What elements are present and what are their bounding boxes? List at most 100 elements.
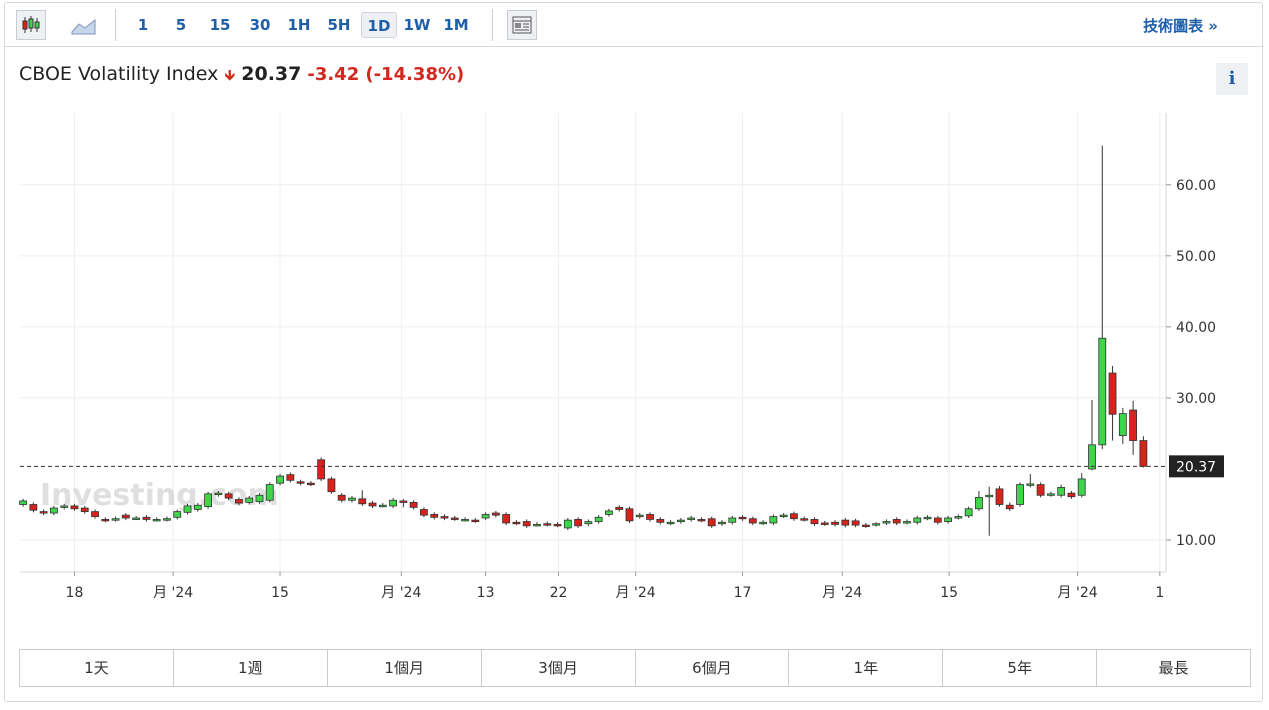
candle-body — [1026, 483, 1035, 486]
candle-body — [1088, 444, 1096, 470]
range-tab[interactable]: 最長 — [1158, 659, 1189, 677]
candle-body — [399, 500, 408, 503]
interval-button[interactable]: 15 — [209, 16, 231, 34]
candle-body — [512, 521, 521, 525]
candle-body — [933, 517, 942, 523]
candle-body — [882, 521, 891, 524]
range-tab[interactable]: 1天 — [20, 650, 174, 686]
range-tab[interactable]: 1個月 — [328, 650, 482, 686]
candle-body — [378, 504, 387, 508]
candle-body — [820, 522, 829, 525]
range-tab[interactable]: 5年 — [943, 650, 1098, 686]
down-arrow: 🡻 — [224, 66, 236, 84]
interval-button[interactable]: 1 — [137, 16, 149, 34]
candle-body — [903, 521, 911, 524]
last-price-box — [1169, 455, 1224, 478]
x-tick-label: 月 '24 — [153, 585, 193, 601]
candle-body — [964, 508, 973, 517]
x-tick-label: 月 '24 — [616, 585, 656, 601]
candle-body — [985, 494, 994, 498]
range-tabs: 1天 1週 1個月 3個月 6個月 1年 5年 最長 — [19, 649, 1251, 687]
x-tick-label: 1 — [1155, 585, 1164, 601]
candle-body — [584, 521, 593, 525]
candle-type-button[interactable] — [16, 10, 46, 40]
candle-body — [892, 519, 901, 524]
y-tick-label: 60.00 — [1176, 178, 1216, 194]
candle-body — [29, 504, 38, 511]
separator — [492, 9, 493, 41]
candle-body — [430, 514, 439, 518]
layout-button[interactable] — [507, 10, 537, 40]
candle-body — [975, 496, 983, 510]
candle-body — [60, 505, 69, 508]
x-tick-label: 18 — [66, 585, 84, 601]
range-tab[interactable]: 3個月 — [482, 650, 636, 686]
range-tab[interactable]: 6個月 — [636, 650, 790, 686]
candle-body — [39, 511, 48, 514]
candle-body — [173, 511, 182, 518]
candle-body — [420, 509, 428, 516]
range-tab[interactable]: 1週 — [174, 650, 328, 686]
candle-body — [748, 518, 757, 524]
interval-button[interactable]: 5 — [175, 16, 187, 34]
y-tick-label: 50.00 — [1176, 249, 1216, 265]
interval-button[interactable]: 1D — [361, 12, 397, 38]
candle-body — [111, 518, 120, 521]
interval-button[interactable]: 5H — [327, 16, 351, 34]
candle-body — [779, 514, 788, 518]
info-button[interactable]: i — [1216, 63, 1248, 95]
candle-body — [358, 498, 367, 505]
candle-body — [625, 508, 634, 522]
technical-chart-link[interactable]: 技術圖表 » — [1143, 17, 1218, 35]
candle-body — [389, 499, 397, 507]
change-percent: (-14.38%) — [365, 64, 465, 85]
candle-body — [759, 521, 768, 525]
candle-body — [1046, 493, 1055, 496]
candle-body — [944, 517, 953, 522]
candle-body — [214, 492, 223, 496]
candle-body — [543, 523, 552, 526]
interval-button[interactable]: 30 — [249, 16, 271, 34]
interval-button[interactable]: 1W — [403, 16, 431, 34]
candle-body — [790, 513, 798, 520]
candle-body — [101, 519, 110, 522]
candle-body — [368, 502, 377, 507]
candle-body — [327, 478, 336, 493]
chart: 10.00 30.00 40.00 50.00 60.00 18 月 '24 15 月 '24 1… — [19, 113, 1224, 601]
candle-body — [163, 518, 171, 521]
candle-body — [697, 519, 706, 522]
candle-body — [440, 516, 449, 519]
candle-body — [19, 500, 27, 505]
x-tick-label: 22 — [550, 585, 568, 601]
candle-body — [1057, 487, 1066, 496]
range-tab[interactable]: 1年 — [789, 650, 944, 686]
x-tick-label: 月 '24 — [822, 585, 862, 601]
candle-body — [502, 514, 511, 524]
candle-body — [851, 520, 860, 526]
area-type-button[interactable] — [69, 10, 99, 40]
candle-body — [574, 519, 582, 527]
candle-body — [800, 518, 809, 521]
candle-body — [995, 488, 1004, 505]
x-tick-label: 17 — [734, 585, 752, 601]
candle-body — [594, 516, 603, 522]
candle-body — [1067, 492, 1076, 498]
interval-button[interactable]: 1M — [443, 16, 469, 34]
candle-body — [91, 511, 99, 517]
x-tick-label: 月 '24 — [1058, 585, 1098, 601]
candle-body — [142, 516, 151, 520]
candle-body — [738, 516, 747, 520]
candle-body — [533, 523, 541, 527]
candle-body — [317, 459, 326, 480]
widget: 1 5 15 30 1H 5H 1D 1W 1M 技術圖表 » CBOE Volatility … — [4, 2, 1264, 702]
candle-body — [676, 519, 685, 523]
candle-body — [707, 518, 716, 527]
candle-body — [235, 499, 243, 504]
interval-button[interactable]: 1H — [287, 16, 311, 34]
candle-body — [306, 482, 315, 486]
candle-body — [1036, 484, 1045, 496]
candle-body — [666, 521, 675, 525]
candle-body — [224, 493, 233, 499]
candle-body — [1129, 409, 1138, 441]
